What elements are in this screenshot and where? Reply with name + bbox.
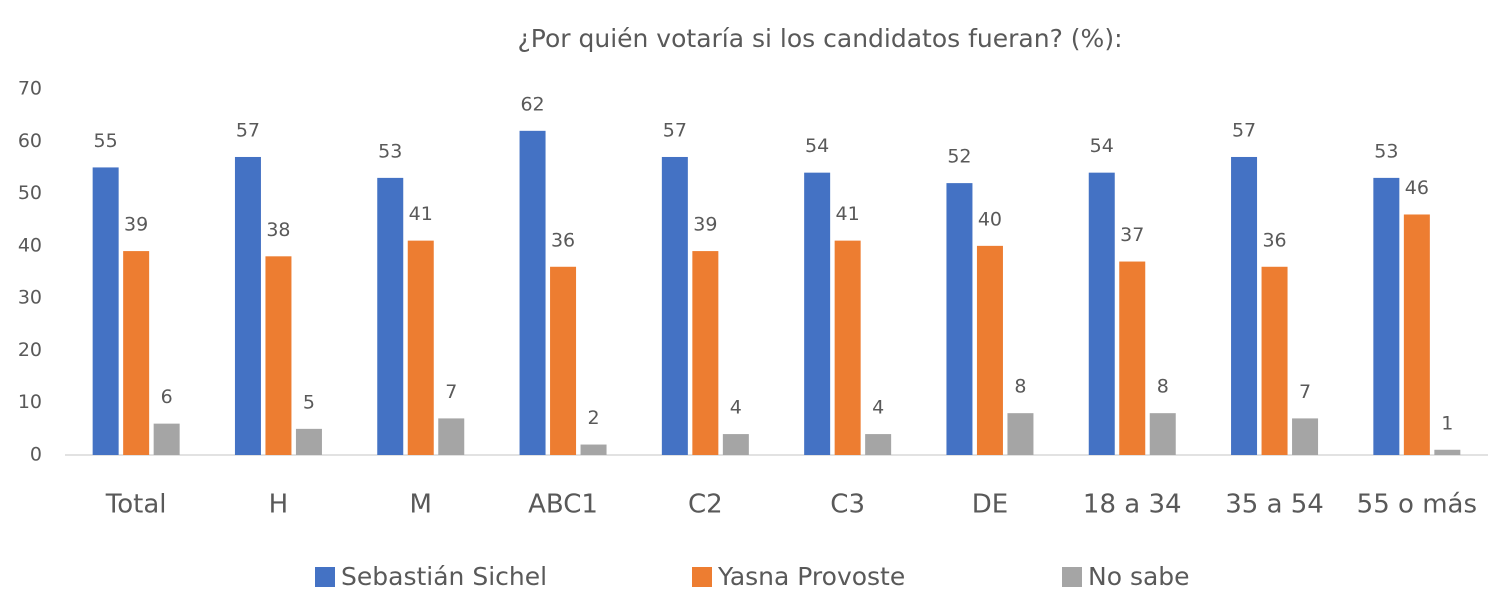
bar xyxy=(1261,266,1288,455)
bar xyxy=(1088,172,1115,455)
data-label: 36 xyxy=(551,229,575,251)
y-tick-label: 70 xyxy=(18,78,42,100)
y-tick-label: 0 xyxy=(30,444,42,466)
x-tick-label: 18 a 34 xyxy=(1083,490,1182,520)
data-label: 55 xyxy=(94,130,118,152)
bar xyxy=(234,156,261,455)
data-label: 54 xyxy=(1090,135,1114,157)
data-label: 39 xyxy=(124,214,148,236)
data-label: 7 xyxy=(1299,381,1311,403)
data-label: 8 xyxy=(1157,376,1169,398)
y-tick-label: 60 xyxy=(18,130,42,152)
bar xyxy=(722,434,749,455)
bar xyxy=(153,423,180,455)
data-label: 37 xyxy=(1120,224,1144,246)
data-label: 53 xyxy=(378,140,402,162)
x-tick-label: 55 o más xyxy=(1357,490,1477,520)
y-tick-label: 10 xyxy=(18,391,42,413)
legend-swatch xyxy=(1062,567,1082,587)
x-tick-label: 35 a 54 xyxy=(1225,490,1324,520)
legend-swatch xyxy=(315,567,335,587)
y-tick-label: 40 xyxy=(18,234,42,256)
data-label: 38 xyxy=(266,219,290,241)
data-label: 8 xyxy=(1014,376,1026,398)
x-tick-label: M xyxy=(410,490,432,520)
legend-label: No sabe xyxy=(1088,562,1190,590)
bar xyxy=(1403,214,1430,455)
bar xyxy=(580,444,607,455)
bar xyxy=(1434,449,1461,455)
legend-swatch xyxy=(692,567,712,587)
bar xyxy=(1373,177,1400,455)
data-label: 39 xyxy=(693,214,717,236)
bar xyxy=(865,434,892,455)
data-label: 40 xyxy=(978,208,1002,230)
bar xyxy=(550,266,577,455)
bar xyxy=(377,177,404,455)
bar xyxy=(123,251,150,455)
y-tick-label: 20 xyxy=(18,339,42,361)
data-label: 1 xyxy=(1441,412,1453,434)
data-label: 53 xyxy=(1374,140,1398,162)
bar xyxy=(976,245,1003,455)
bar xyxy=(661,156,688,455)
bar xyxy=(438,418,465,455)
x-tick-label: H xyxy=(269,490,289,520)
data-label: 4 xyxy=(872,397,884,419)
data-label: 2 xyxy=(588,407,600,429)
x-tick-label: C2 xyxy=(688,490,723,520)
bar xyxy=(519,130,546,456)
bar xyxy=(265,256,292,455)
bar xyxy=(1007,413,1034,455)
bar xyxy=(1292,418,1319,455)
data-label: 52 xyxy=(947,146,971,168)
data-label: 41 xyxy=(409,203,433,225)
data-label: 41 xyxy=(836,203,860,225)
y-tick-label: 50 xyxy=(18,182,42,204)
bar xyxy=(946,183,973,455)
chart-title: ¿Por quién votaría si los candidatos fue… xyxy=(518,24,1123,53)
data-label: 6 xyxy=(161,386,173,408)
data-label: 57 xyxy=(236,119,260,141)
bar xyxy=(295,428,322,455)
x-tick-label: C3 xyxy=(830,490,865,520)
data-label: 46 xyxy=(1405,177,1429,199)
bar xyxy=(1149,413,1176,455)
legend-label: Sebastián Sichel xyxy=(341,562,547,590)
bar xyxy=(1119,261,1146,455)
data-label: 62 xyxy=(520,93,544,115)
data-label: 7 xyxy=(445,381,457,403)
x-tick-label: DE xyxy=(972,490,1008,520)
data-label: 57 xyxy=(663,119,687,141)
data-label: 54 xyxy=(805,135,829,157)
bar xyxy=(692,251,719,455)
bar xyxy=(407,240,434,455)
data-label: 5 xyxy=(303,391,315,413)
y-tick-label: 30 xyxy=(18,287,42,309)
bar xyxy=(92,167,119,455)
data-label: 36 xyxy=(1262,229,1286,251)
legend-label: Yasna Provoste xyxy=(717,562,905,590)
data-label: 57 xyxy=(1232,119,1256,141)
bar xyxy=(834,240,861,455)
data-label: 4 xyxy=(730,397,742,419)
x-tick-label: ABC1 xyxy=(528,490,598,520)
bar xyxy=(1231,156,1258,455)
bar xyxy=(804,172,831,455)
x-tick-label: Total xyxy=(105,490,167,520)
